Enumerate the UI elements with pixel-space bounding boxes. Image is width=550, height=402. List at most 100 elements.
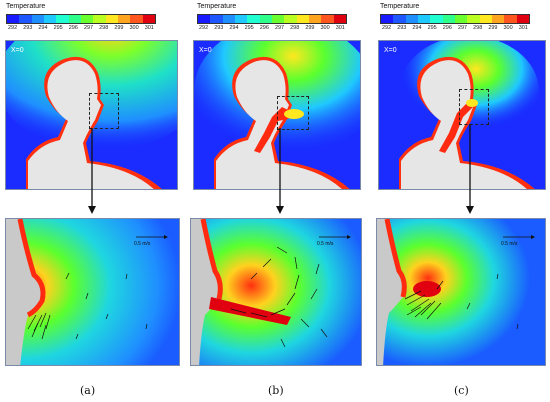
legend-swatch [308,15,322,23]
warm-skin-layer [200,219,223,300]
legend-tick-label: 301 [518,25,528,31]
legend-swatch [491,15,505,23]
zoom-region-box [89,93,119,129]
legend-swatch [321,15,334,23]
legend-tick-label: 298 [99,25,109,31]
legend-ticks: 292 293 294 295 296 297 298 299 300 301 [8,25,154,31]
legend-tick-label: 293 [397,25,407,31]
scale-arrowhead [531,235,535,239]
legend-tick-label: 301 [144,25,154,31]
velocity-scale-label: 0.5 m/s [317,241,334,247]
respiratory-airway [439,103,475,153]
legend-title: Temperature [6,3,46,10]
velocity-vectors [404,273,519,330]
legend-title: Temperature [197,3,237,10]
legend-swatch [333,15,346,23]
velocity-field-svg [6,219,179,365]
velocity-field-zoom: 0.5 m/s [190,218,362,366]
legend-tick-label: 295 [427,25,437,31]
legend-tick-label: 297 [274,25,285,31]
legend-tick-label: 300 [129,25,139,31]
panel-c: Temperature 292 293 294 295 296 297 298 299 300 3… [366,0,550,402]
legend-swatch [259,15,272,23]
velocity-scale-label: 0.5 m/s [501,241,518,247]
legend-tick-label: 298 [290,25,300,31]
legend-swatch [19,15,32,23]
velocity-vectors [27,272,148,340]
warm-skin-layer [17,219,46,318]
legend-swatch [454,15,468,23]
human-body [216,60,342,189]
legend-tick-label: 297 [83,25,94,31]
legend-tick-label: 295 [244,25,254,31]
legend-swatch [142,15,155,23]
respiratory-airway [254,107,294,153]
legend-swatch [271,15,285,23]
legend-tick-label: 294 [38,25,48,31]
legend-ticks: 292 293 294 295 296 297 298 299 300 301 [382,25,528,31]
scale-arrowhead [347,235,351,239]
legend-swatch [516,15,529,23]
legend-swatch [130,15,143,23]
legend-swatch [198,15,211,23]
caption-b: (b) [268,384,284,397]
legend-title: Temperature [380,3,420,10]
zoom-region-box [459,89,489,125]
exhaled-jet [209,297,291,325]
velocity-field-zoom: 0.5 m/s [376,218,546,366]
legend-tick-label: 293 [23,25,33,31]
legend-swatch [430,15,443,23]
caption-a: (a) [80,384,96,397]
legend-swatch [222,15,235,23]
temperature-field-side-view: X=0 [5,40,178,190]
exhaled-jet [413,281,441,297]
legend-swatch [56,15,69,23]
face-profile [191,219,221,365]
temperature-field-svg [6,41,177,189]
human-body [28,60,154,189]
temperature-field-side-view: X=0 [193,40,361,190]
legend-tick-label: 296 [68,25,78,31]
legend-tick-label: 299 [305,25,315,31]
legend-tick-label: 296 [259,25,269,31]
temperature-legend-bar [6,14,156,24]
legend-swatch [7,15,20,23]
face-profile [6,219,43,365]
legend-tick-label: 294 [229,25,239,31]
legend-tick-label: 295 [53,25,63,31]
legend-tick-label: 300 [503,25,513,31]
velocity-field-svg [377,219,545,365]
legend-ticks: 292 293 294 295 296 297 298 299 300 301 [199,25,345,31]
legend-swatch [117,15,131,23]
legend-swatch [296,15,309,23]
legend-tick-label: 292 [382,25,392,31]
velocity-scale-label: 0.5 m/s [134,241,151,247]
legend-swatch [43,15,57,23]
temperature-legend-bar [197,14,347,24]
legend-swatch [442,15,455,23]
legend-tick-label: 294 [412,25,422,31]
legend-tick-label: 299 [114,25,124,31]
legend-swatch [105,15,118,23]
exhaled-jet [466,99,478,107]
legend-tick-label: 292 [199,25,209,31]
panel-b: Temperature 292 293 294 295 296 297 298 299 300 3… [183,0,366,402]
panel-a: Temperature 292 293 294 295 296 297 298 299 300 3… [0,0,183,402]
legend-swatch [234,15,248,23]
temperature-field-side-view: X=0 [378,40,546,190]
legend-swatch [393,15,406,23]
legend-swatch [405,15,418,23]
legend-tick-label: 296 [442,25,452,31]
velocity-vectors [230,246,328,348]
legend-swatch [381,15,394,23]
legend-swatch [417,15,431,23]
temperature-legend-bar [380,14,530,24]
legend-swatch [80,15,94,23]
face-profile [377,219,405,365]
legend-tick-label: 301 [335,25,345,31]
zoom-arrow [276,128,284,214]
exhaled-jet [284,109,304,119]
zoom-arrow [466,124,474,214]
legend-swatch [31,15,44,23]
legend-tick-label: 300 [320,25,330,31]
